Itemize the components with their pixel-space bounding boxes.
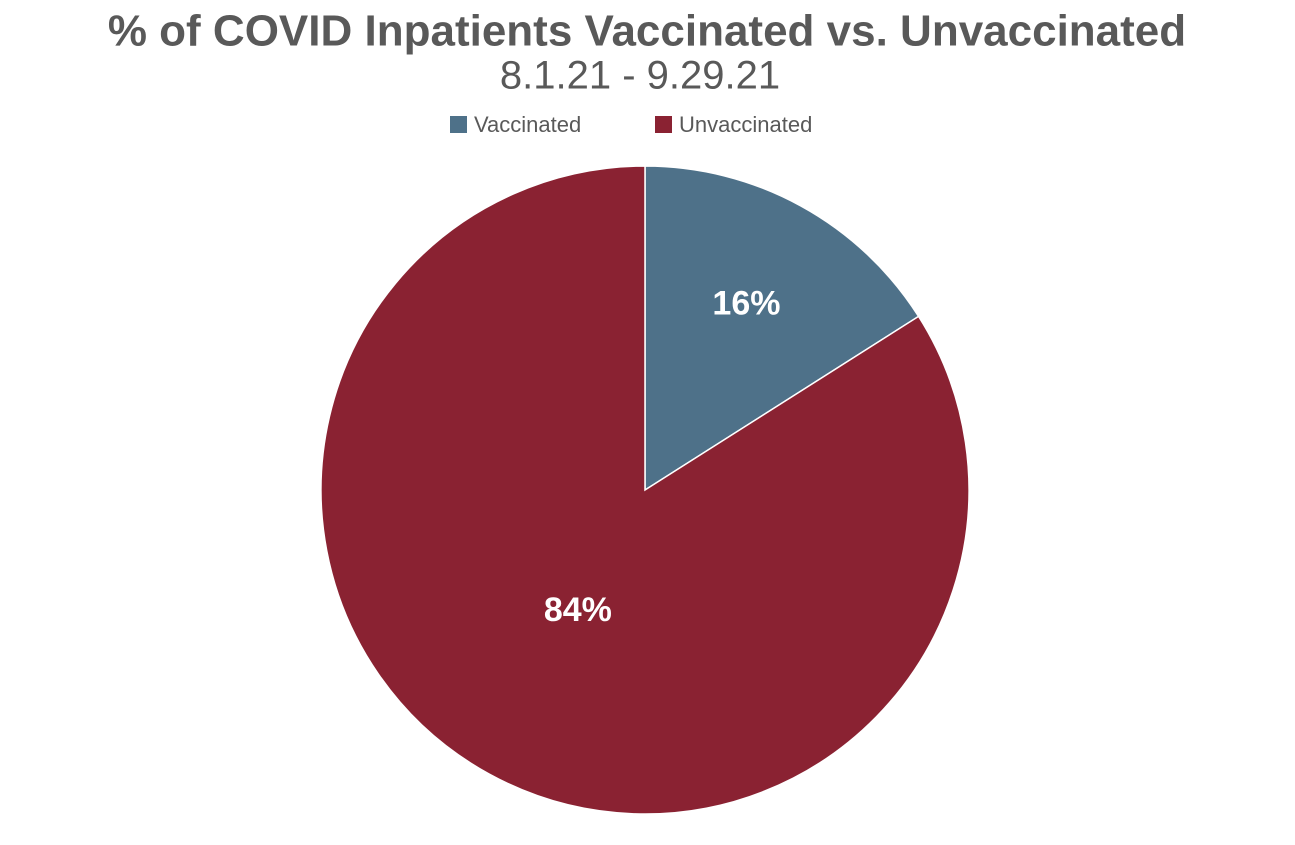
pie-slice	[644, 165, 920, 492]
chart-subtitle: 8.1.21 - 9.29.21	[500, 54, 780, 98]
pie-slice	[320, 165, 970, 815]
data-label: 16%	[712, 284, 780, 322]
chart-title: % of COVID Inpatients Vaccinated vs. Unv…	[108, 7, 1186, 56]
legend-label: Vaccinated	[474, 112, 581, 137]
data-label: 84%	[544, 591, 612, 629]
legend-swatch	[655, 116, 672, 133]
legend-swatch	[450, 116, 467, 133]
legend-label: Unvaccinated	[679, 112, 812, 137]
